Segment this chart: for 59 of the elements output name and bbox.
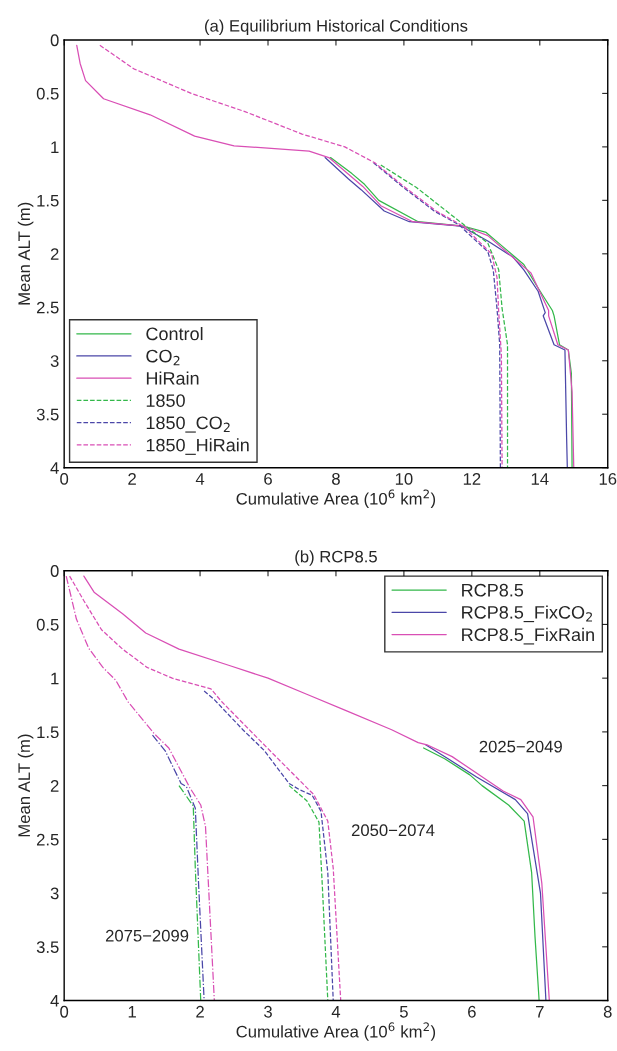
x-tick-label: 7: [536, 1006, 544, 1018]
y-tick-label: 4: [50, 995, 59, 1007]
x-tick-label: 4: [331, 1006, 341, 1018]
x-tick-label: 14: [531, 473, 549, 485]
line-series: [65, 575, 215, 1001]
x-tick-label: 12: [463, 473, 481, 485]
y-tick-label: 1.5: [37, 726, 59, 739]
annotation: 2025−2049: [479, 740, 562, 753]
y-tick-label: 2.5: [36, 301, 59, 314]
y-tick-label: 3: [50, 355, 59, 367]
x-tick-label: 10: [395, 473, 413, 485]
x-tick-label: 0: [60, 1005, 69, 1018]
y-axis-title: Mean ALT (m): [17, 202, 34, 305]
chart-title: (a) Equilibrium Historical Conditions: [205, 19, 468, 36]
y-tick-label: 3.5: [36, 408, 59, 421]
y-tick-label: 1: [51, 141, 59, 153]
y-tick-label: 3.5: [36, 941, 59, 954]
legend-label: RCP8.5_FixCO$_{2}$: [462, 605, 593, 623]
legend-label: 1850_HiRain: [146, 438, 249, 455]
legend-label: 1850_CO$_{2}$: [146, 416, 230, 433]
legend-label: RCP8.5_FixRain: [462, 627, 594, 645]
legend-label: 1850: [146, 394, 185, 407]
y-tick-label: 2: [50, 780, 59, 792]
line-series: [68, 575, 342, 1001]
legend-label: Control: [146, 326, 203, 341]
x-tick-label: 8: [603, 1005, 612, 1018]
x-tick-label: 1: [128, 1006, 136, 1018]
y-tick-label: 1: [51, 672, 59, 685]
x-tick-label: 8: [332, 473, 340, 485]
y-axis-title: Mean ALT (m): [17, 734, 34, 837]
legend-label: HiRain: [146, 371, 199, 385]
y-tick-label: 2: [50, 248, 59, 260]
y-tick-label: 0: [50, 565, 59, 577]
annotation: 2050−2074: [351, 824, 435, 837]
legend-label: RCP8.5: [462, 583, 524, 597]
chart-title: (b) RCP8.5: [295, 550, 377, 566]
annotation: 2075−2099: [105, 929, 189, 942]
line-series: [203, 690, 334, 1001]
legend-label: CO$_{2}$: [146, 349, 180, 366]
x-tick-label: 3: [264, 1005, 272, 1018]
x-tick-label: 0: [60, 473, 69, 485]
x-tick-label: 16: [599, 473, 617, 485]
y-tick-label: 3: [50, 887, 59, 900]
x-tick-label: 2: [196, 1005, 204, 1018]
line-series: [76, 44, 575, 468]
x-tick-label: 6: [468, 1005, 476, 1018]
y-tick-label: 1.5: [37, 194, 59, 207]
y-tick-label: 0.5: [36, 618, 59, 631]
y-tick-label: 2.5: [36, 833, 59, 846]
x-tick-label: 5: [399, 1006, 408, 1018]
x-tick-label: 4: [195, 473, 205, 485]
y-tick-label: 4: [50, 462, 59, 474]
line-series: [288, 784, 329, 1001]
x-tick-label: 6: [264, 473, 272, 485]
x-tick-label: 2: [128, 473, 136, 485]
y-tick-label: 0: [50, 34, 59, 47]
x-axis-title: Cumulative Area (10$^{6}$ km$^{2}$): [236, 489, 436, 508]
y-tick-label: 0.5: [36, 87, 59, 100]
x-axis-title: Cumulative Area (10$^{6}$ km$^{2}$): [236, 1022, 436, 1041]
